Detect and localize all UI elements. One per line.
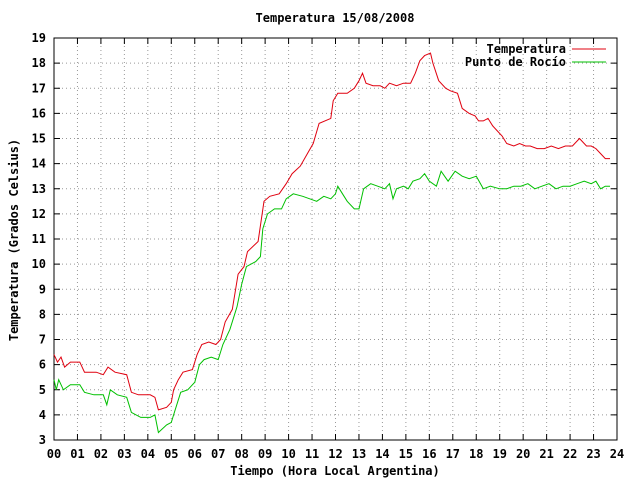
series-line-temperatura bbox=[53, 52, 610, 411]
x-tick-label: 01 bbox=[70, 447, 84, 461]
grid-lines bbox=[54, 38, 617, 440]
y-tick-label: 7 bbox=[39, 333, 46, 347]
x-tick-label: 02 bbox=[94, 447, 108, 461]
legend: Temperatura Punto de Rocío bbox=[465, 42, 606, 69]
y-tick-label: 9 bbox=[39, 282, 46, 296]
x-tick-label: 22 bbox=[563, 447, 577, 461]
y-tick-label: 10 bbox=[32, 257, 46, 271]
x-axis-label: Tiempo (Hora Local Argentina) bbox=[230, 464, 440, 478]
y-tick-label: 13 bbox=[32, 182, 46, 196]
x-tick-label: 17 bbox=[446, 447, 460, 461]
x-tick-label: 20 bbox=[516, 447, 530, 461]
x-tick-label: 06 bbox=[188, 447, 202, 461]
x-tick-label: 19 bbox=[492, 447, 506, 461]
y-tick-label: 11 bbox=[32, 232, 46, 246]
x-tick-label: 18 bbox=[469, 447, 483, 461]
x-tick-label: 23 bbox=[586, 447, 600, 461]
y-axis-label: Temperatura (Grados Celsius) bbox=[7, 139, 21, 341]
x-tick-label: 09 bbox=[258, 447, 272, 461]
y-tick-label: 17 bbox=[32, 81, 46, 95]
x-tick-label: 24 bbox=[610, 447, 624, 461]
series-line-punto-de-rocio bbox=[53, 170, 610, 434]
x-tick-label: 12 bbox=[328, 447, 342, 461]
series-lines bbox=[53, 52, 610, 434]
y-tick-label: 18 bbox=[32, 56, 46, 70]
y-tick-label: 8 bbox=[39, 307, 46, 321]
y-tick-label: 15 bbox=[32, 132, 46, 146]
y-tick-label: 16 bbox=[32, 106, 46, 120]
x-tick-label: 03 bbox=[117, 447, 131, 461]
x-tick-label: 04 bbox=[141, 447, 155, 461]
y-tick-label: 5 bbox=[39, 383, 46, 397]
x-tick-label: 15 bbox=[399, 447, 413, 461]
y-tick-label: 6 bbox=[39, 358, 46, 372]
x-tick-label: 13 bbox=[352, 447, 366, 461]
x-tick-label: 21 bbox=[539, 447, 553, 461]
x-tick-label: 10 bbox=[281, 447, 295, 461]
x-tick-label: 16 bbox=[422, 447, 436, 461]
x-tick-label: 05 bbox=[164, 447, 178, 461]
y-tick-label: 19 bbox=[32, 31, 46, 45]
y-tick-label: 3 bbox=[39, 433, 46, 447]
x-tick-label: 07 bbox=[211, 447, 225, 461]
y-tick-label: 14 bbox=[32, 157, 46, 171]
chart-title: Temperatura 15/08/2008 bbox=[256, 11, 415, 25]
x-tick-label: 11 bbox=[305, 447, 319, 461]
x-axis-ticks: 00 01 02 03 04 05 06 07 08 09 10 11 12 13 14 15 16 17 18 19… bbox=[47, 38, 624, 461]
y-tick-label: 4 bbox=[39, 408, 46, 422]
x-tick-label: 00 bbox=[47, 447, 61, 461]
y-tick-label: 12 bbox=[32, 207, 46, 221]
x-tick-label: 14 bbox=[375, 447, 389, 461]
legend-label-temperatura: Temperatura bbox=[487, 42, 566, 56]
x-tick-label: 08 bbox=[234, 447, 248, 461]
legend-label-punto-de-rocio: Punto de Rocío bbox=[465, 55, 566, 69]
y-axis-ticks: 3 4 5 6 7 8 9 10 11 12 13 14 15 16 17 18 19 bbox=[32, 31, 617, 447]
